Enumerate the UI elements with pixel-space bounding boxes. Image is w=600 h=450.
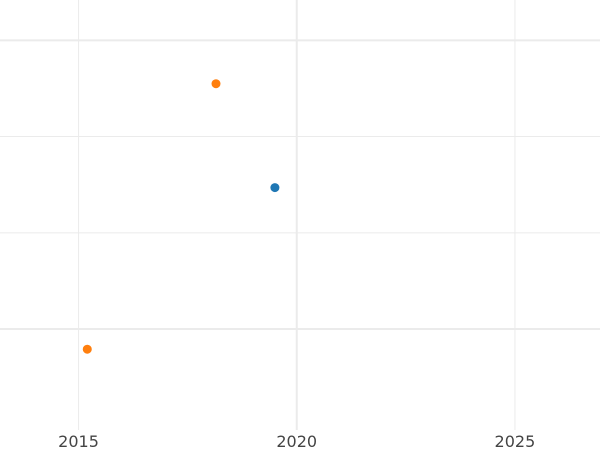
- data-point: [270, 183, 280, 193]
- data-point: [211, 79, 221, 89]
- x-tick-label: 2025: [495, 432, 536, 450]
- gridlines: [0, 0, 600, 430]
- x-tick-labels: 2015 2020 2025: [58, 432, 535, 450]
- x-tick-label: 2015: [58, 432, 99, 450]
- data-point: [82, 344, 92, 354]
- x-tick-label: 2020: [276, 432, 317, 450]
- data-points: [82, 79, 280, 354]
